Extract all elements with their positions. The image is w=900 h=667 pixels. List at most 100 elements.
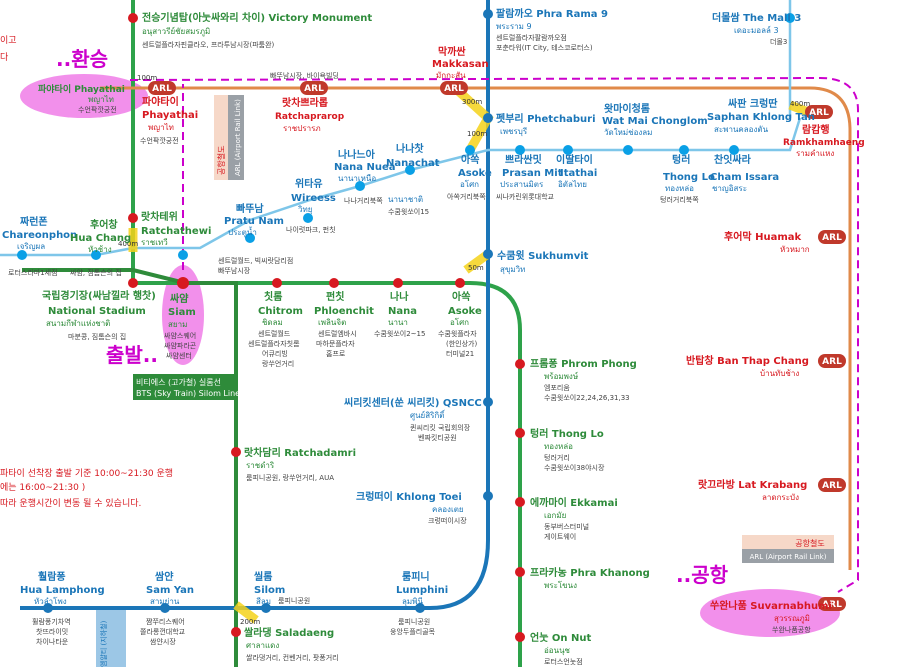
phayathai-left-name: 파야타이 Phayathai [38, 83, 125, 95]
marker-ratchathewi [128, 213, 138, 223]
arl-badge-ratchaprarop-text: ARL [304, 84, 324, 94]
arl-badge-suvarnabhumi-text: ARL [822, 600, 842, 610]
banthap-ko: 반탑창 Ban Thap Chang [686, 354, 809, 367]
saladaeng-sub: 쌀라댕거리, 컨벤거리, 팟퐁거리 [246, 653, 339, 662]
suvarnabhumi-ko: 쑤완나품 Suvarnabhumi [710, 599, 832, 612]
onnut-ko: 언눗 On Nut [530, 632, 591, 644]
national-ko: 국립경기장(싸남낄라 행찻) [42, 289, 156, 302]
arl-badge-ratchaprarop [300, 81, 328, 95]
bts-markers [128, 13, 525, 642]
ramkham-ko: 람캄행 [802, 123, 830, 136]
silom-th: สีลม [256, 597, 271, 606]
huachang-ko: 후어창 [90, 218, 118, 231]
ekkamai-th: เอกมัย [544, 511, 566, 520]
marker-rama9 [483, 9, 493, 19]
silom-en: Silom [254, 585, 285, 596]
chamissara-th: ชาญอิสระ [712, 184, 747, 193]
marker-phrakhanong [515, 567, 525, 577]
marker-qsncc [483, 397, 493, 407]
annotation-airport: ..공항 [676, 563, 729, 587]
nananuea-th: นานาเหนือ [338, 174, 376, 183]
qsncc-sub1: 퀸씨리킷 국립회의장 [410, 423, 471, 432]
marker-asoke [455, 278, 465, 288]
marker-sukhumvit [483, 249, 493, 259]
watmai-th: วัดใหม่ช่องลม [604, 128, 652, 137]
thonglo-top-en: Thong Lo [663, 172, 715, 183]
arl-vertical-box-2 [228, 95, 244, 180]
silom-badge-2: BTS (Sky Train) Silom Line [136, 389, 240, 398]
asoke-th: อโศก [450, 317, 469, 327]
phayathai-arl-ko: 파야타이 [142, 95, 179, 108]
arl-badge-banthap-text: ARL [822, 357, 842, 367]
dot-siam-light [178, 250, 188, 260]
huachang-sub: 싸얌, 짐톰슨의 집 [70, 268, 122, 277]
note-line-2: 다 [0, 52, 9, 63]
phloenchit-sub1: 센트럴엠바시 [318, 329, 357, 338]
phromphong-th: พร้อมพงษ์ [544, 371, 578, 381]
dot-wireless [303, 213, 313, 223]
nana-sub: 수쿰윗쏘이2~15 [374, 329, 425, 338]
national-en: National Stadium [48, 306, 146, 317]
onnut-th: อ่อนนุช [544, 646, 571, 655]
dot-nanachat [405, 165, 415, 175]
ratchaprarop-ko: 랏차쁘라롭 [282, 96, 328, 109]
siam-en: Siam [168, 307, 196, 318]
light-blue-markers [17, 13, 795, 260]
silom-ko: 씰롬 [254, 570, 272, 583]
dot-mall3 [785, 13, 795, 23]
itathai-en: Itathai [560, 168, 597, 179]
chitrom-sub1: 센트럴월드 [258, 329, 291, 338]
suvarnabhumi-th: สุวรรณภูมิ [774, 614, 810, 624]
thonglo-sub1: 텅러거리 [544, 453, 570, 462]
pratunam-sub2: 빠뚜남시장 [218, 266, 251, 275]
nananuea-sub: 나나거리북쪽 [344, 196, 383, 205]
lumphini-th: ลุมพินี [402, 597, 423, 606]
marker-samyan [160, 603, 170, 613]
pratunam-th: ประตูน้ำ [228, 226, 257, 238]
transfer-highlight [20, 74, 148, 118]
phayathai-arl-sub: 수언팍깟궁전 [140, 136, 179, 145]
marker-phromphong [515, 359, 525, 369]
marker-nana [393, 278, 403, 288]
mrt-vertical-box [96, 610, 126, 667]
victory-sub: 센트럴플라자핀클라오, 프라투남시장(파툼완) [142, 40, 275, 49]
asoke-en: Asoke [448, 306, 482, 317]
arl-badges: ARL ARL ARL ARL ARL ARL ARL ARL [148, 81, 846, 611]
qsncc-th: ศูนย์สิริกิติ์ [410, 409, 446, 421]
dot-pratunam [245, 233, 255, 243]
nananuea-en: Nana Nuea [334, 162, 395, 173]
siam-sub3: 싸얌센터 [166, 351, 192, 360]
rama9-name: 팔람까오 Phra Rama 9 [496, 7, 608, 20]
qsncc-sub2: 벤짜킷티공원 [418, 433, 457, 442]
mall3-sub: 더몰3 [770, 37, 787, 46]
charoenphon-sub: 로터스라마1세점 [8, 268, 58, 277]
dot-watmai [623, 145, 633, 155]
marker-chitrom [272, 278, 282, 288]
wireless-en: Wireess [291, 193, 336, 204]
samyan-sub2: 쫄라롱껀대학교 [140, 627, 186, 636]
huamak-th: หัวหมาก [780, 245, 810, 254]
national-th: สนามกีฬาแห่งชาติ [46, 319, 110, 328]
phayathai-left-sub: 수언팍깟궁전 [78, 105, 117, 114]
note-line-5: 따라 운행시간이 변동 될 수 있습니다. [0, 497, 141, 509]
arl-badge-ramkhamhaeng-text: ARL [809, 108, 829, 118]
samyan-sub1: 쨤쭈리스퀘어 [146, 617, 185, 626]
wireless-sub: 나이럿파크, 펀칫 [286, 225, 336, 234]
ratchathewi-en: Ratchathewi [141, 226, 211, 237]
victory-th: อนุสาวรีย์ชัยสมรภูมิ [142, 26, 210, 37]
arl-box-ko: 공항철도 [795, 538, 824, 548]
dot-prasanmit [515, 145, 525, 155]
rama9-sub1: 센트럴플라자팔람까오점 [496, 33, 567, 42]
arl-badge-huamak [818, 230, 846, 244]
makkasan-ko: 막까싼 [438, 45, 466, 58]
onnut-sub: 로터스언눗점 [544, 657, 583, 666]
marker-hualamphong [43, 603, 53, 613]
arl-line [100, 86, 852, 570]
ramkham-th: รามคำแหง [796, 149, 834, 158]
arl-badge-latkrabang-text: ARL [822, 481, 842, 491]
saphan-th: สะพานคลองตัน [714, 125, 769, 134]
arl-badge-phayathai [148, 81, 176, 95]
samyan-ko: 쌈얀 [155, 570, 174, 583]
phloenchit-th: เพลินจิต [318, 318, 346, 327]
